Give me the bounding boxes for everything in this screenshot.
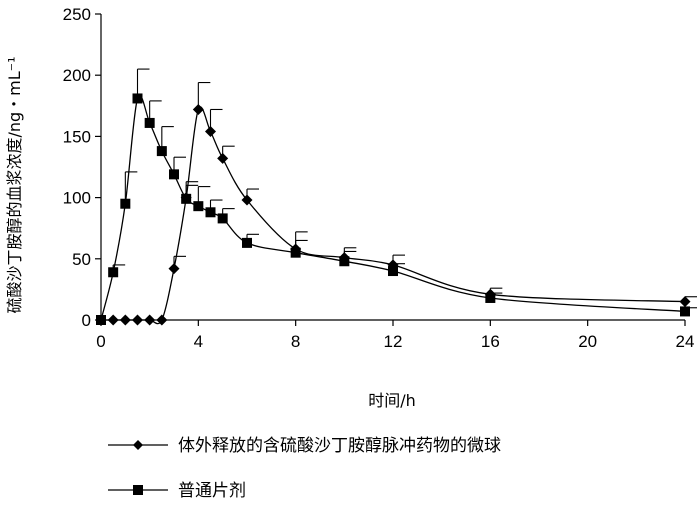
legend-marker-square — [133, 485, 143, 495]
data-point-diamond — [241, 194, 253, 206]
x-tick-label: 8 — [291, 332, 300, 351]
x-tick-label: 4 — [194, 332, 203, 351]
data-point-diamond — [168, 263, 180, 275]
data-point-square — [169, 169, 179, 180]
data-point-diamond — [679, 296, 691, 308]
legend-entry-tablet: 普通片剂 — [108, 481, 246, 501]
series-markers — [95, 93, 691, 326]
data-point-diamond — [132, 314, 143, 326]
data-point-diamond — [144, 314, 156, 326]
legend: 体外释放的含硫酸沙丁胺醇脉冲药物的微球 普通片剂 — [108, 436, 501, 501]
x-tick-label: 24 — [676, 332, 695, 351]
data-point-square — [181, 193, 192, 204]
data-point-diamond — [217, 152, 229, 164]
series-lines — [100, 94, 686, 325]
y-tick-label: 150 — [63, 127, 91, 146]
data-point-square — [156, 146, 167, 157]
legend-label-microspheres: 体外释放的含硫酸沙丁胺醇脉冲药物的微球 — [178, 436, 501, 456]
y-axis-title: 硫酸沙丁胺醇的血浆浓度/ng・mL⁻¹ — [5, 56, 24, 313]
data-point-diamond — [119, 314, 131, 326]
data-point-square — [144, 117, 155, 128]
data-point-square — [680, 306, 690, 317]
x-tick-label: 20 — [578, 332, 597, 351]
y-tick-label: 200 — [63, 66, 91, 85]
data-point-square — [132, 93, 143, 104]
x-tick-label: 16 — [481, 332, 500, 351]
data-point-square — [120, 198, 131, 209]
data-point-square — [193, 201, 204, 212]
x-tick-label: 12 — [384, 332, 403, 351]
y-tick-label: 250 — [63, 5, 91, 24]
data-point-square — [96, 315, 106, 325]
legend-marker-diamond — [133, 440, 143, 450]
y-tick-label: 50 — [72, 250, 91, 269]
y-tick-label: 0 — [82, 311, 91, 330]
ticks: 0 50 100 150 200 250 0 4 8 12 16 20 24 — [63, 5, 695, 351]
data-point-square — [205, 207, 216, 218]
y-tick-label: 100 — [63, 189, 91, 208]
legend-entry-microspheres: 体外释放的含硫酸沙丁胺醇脉冲药物的微球 — [108, 436, 501, 456]
data-point-square — [485, 292, 496, 303]
error-bars — [112, 68, 697, 312]
data-point-square — [339, 256, 350, 267]
data-point-square — [217, 213, 228, 224]
data-point-square — [108, 267, 119, 278]
data-point-square — [290, 247, 301, 258]
data-point-diamond — [156, 314, 168, 326]
x-tick-label: 0 — [96, 332, 105, 351]
series-line-1 — [100, 106, 686, 325]
legend-label-tablet: 普通片剂 — [178, 481, 246, 501]
series-line-2 — [100, 94, 686, 321]
data-point-square — [242, 237, 252, 248]
data-point-square — [388, 266, 398, 277]
x-axis-title: 时间/h — [368, 391, 416, 410]
data-point-diamond — [107, 314, 119, 326]
data-point-diamond — [192, 103, 204, 115]
data-point-diamond — [205, 126, 216, 138]
